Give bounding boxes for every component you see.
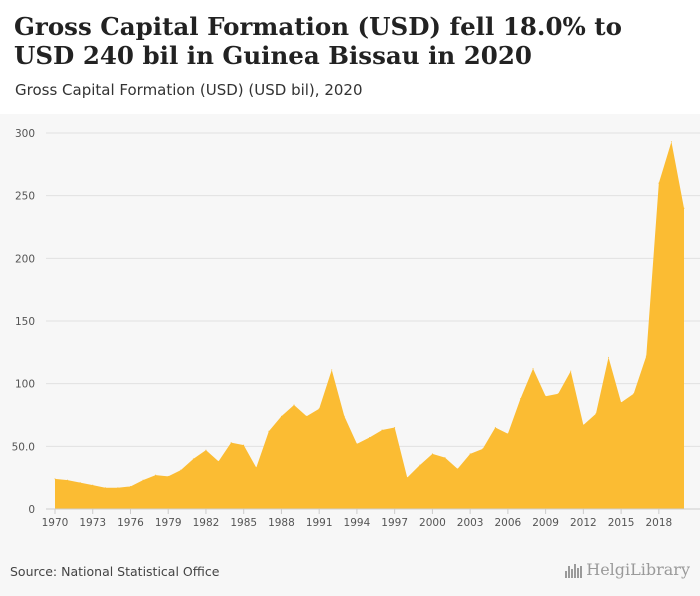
- helgi-library-logo: HelgiLibrary: [565, 560, 690, 579]
- data-point: [620, 401, 622, 403]
- data-point: [331, 369, 333, 371]
- data-point: [645, 355, 647, 357]
- data-point: [280, 415, 282, 417]
- data-point: [394, 427, 396, 429]
- data-point: [230, 442, 232, 444]
- x-tick-label: 1970: [42, 517, 69, 529]
- y-tick-label: 200: [15, 253, 35, 265]
- data-point: [381, 429, 383, 431]
- x-tick-label: 2003: [457, 517, 484, 529]
- data-point: [117, 487, 119, 489]
- y-tick-label: 0: [28, 504, 35, 516]
- data-point: [570, 370, 572, 372]
- data-point: [243, 444, 245, 446]
- data-point: [457, 468, 459, 470]
- data-point: [318, 408, 320, 410]
- x-tick-label: 1994: [344, 517, 371, 529]
- data-point: [343, 415, 345, 417]
- data-point: [369, 437, 370, 439]
- source-note: Source: National Statistical Office: [10, 564, 220, 579]
- x-tick-label: 1988: [268, 517, 295, 529]
- data-point: [406, 477, 408, 479]
- y-tick-label: 50.0: [12, 441, 35, 453]
- y-tick-label: 250: [15, 191, 35, 203]
- data-point: [180, 469, 182, 471]
- y-tick-label: 150: [15, 316, 35, 328]
- x-tick-label: 2009: [532, 517, 559, 529]
- data-point: [356, 443, 358, 445]
- data-point: [92, 484, 94, 486]
- data-point: [582, 424, 584, 426]
- data-point: [633, 393, 635, 395]
- data-point: [268, 430, 270, 432]
- y-tick-label: 100: [15, 379, 35, 391]
- data-point: [683, 207, 685, 209]
- data-point: [167, 475, 169, 477]
- data-point: [557, 393, 559, 395]
- data-point: [532, 368, 534, 370]
- data-point: [142, 479, 144, 481]
- data-point: [507, 433, 509, 435]
- area-chart: 0 50.0 100 150 200 250 300 1970 1973 1976 1979 1982…: [12, 128, 700, 529]
- data-point: [469, 453, 471, 455]
- x-tick-label: 1985: [230, 517, 257, 529]
- data-point: [519, 398, 521, 400]
- data-point: [431, 453, 433, 455]
- x-tick-label: 1997: [381, 517, 408, 529]
- data-point: [129, 485, 131, 487]
- data-point: [255, 467, 257, 469]
- data-point: [293, 404, 295, 406]
- data-point: [670, 141, 672, 143]
- data-point: [545, 395, 547, 397]
- data-point: [608, 356, 610, 358]
- data-point: [658, 182, 660, 184]
- data-point: [155, 474, 157, 476]
- page-title: Gross Capital Formation (USD) fell 18.0%…: [14, 12, 622, 70]
- plot-area: [0, 114, 700, 596]
- chart-subtitle: Gross Capital Formation (USD) (USD bil),…: [15, 81, 363, 99]
- data-point: [494, 427, 496, 429]
- y-tick-label: 300: [15, 128, 35, 140]
- header: Gross Capital Formation (USD) fell 18.0%…: [0, 0, 700, 114]
- logo-text: HelgiLibrary: [586, 560, 690, 579]
- x-tick-label: 1976: [117, 517, 144, 529]
- x-tick-label: 1991: [306, 517, 333, 529]
- x-tick-label: 1973: [79, 517, 106, 529]
- data-point: [67, 479, 69, 481]
- data-point: [104, 487, 106, 489]
- data-point: [205, 449, 207, 451]
- x-tick-label: 1982: [193, 517, 220, 529]
- data-point: [218, 460, 220, 462]
- x-tick-label: 2018: [645, 517, 672, 529]
- x-tick-label: 2015: [608, 517, 635, 529]
- x-tick-label: 2006: [495, 517, 522, 529]
- x-tick-label: 2012: [570, 517, 597, 529]
- x-tick-label: 2000: [419, 517, 446, 529]
- data-point: [444, 457, 446, 459]
- x-tick-label: 1979: [155, 517, 182, 529]
- data-point: [419, 464, 421, 466]
- data-point: [482, 448, 484, 450]
- data-point: [306, 415, 308, 417]
- data-point: [54, 478, 56, 480]
- data-point: [192, 458, 194, 460]
- data-point: [595, 413, 597, 415]
- data-point: [79, 482, 81, 484]
- library-icon: [565, 562, 583, 578]
- area-series: [55, 141, 684, 510]
